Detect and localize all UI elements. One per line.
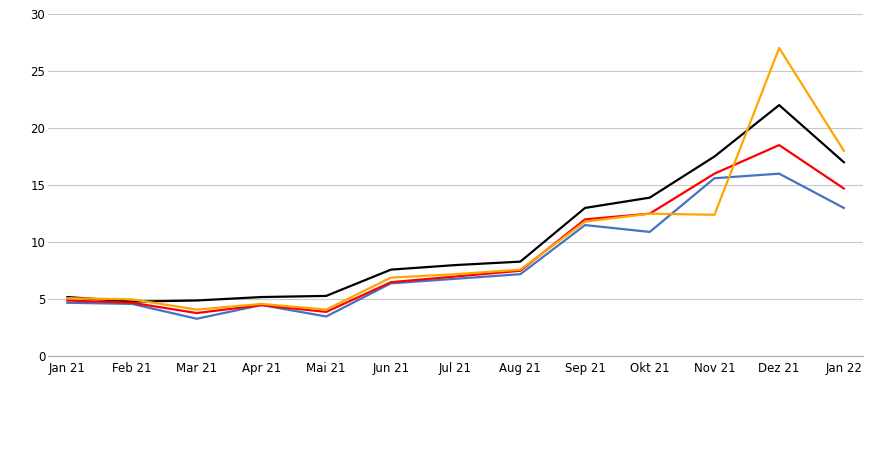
Marktwert Wind offshore <box>126 300 137 305</box>
Spotmarktpreis <box>709 154 719 159</box>
Marktwert Wind Onshore <box>126 301 137 307</box>
Line: Marktwert Solar: Marktwert Solar <box>67 48 844 310</box>
Marktwert Wind offshore <box>644 211 655 217</box>
Marktwert Solar <box>839 148 849 154</box>
Spotmarktpreis <box>839 159 849 165</box>
Marktwert Solar <box>580 219 590 224</box>
Marktwert Solar <box>450 271 460 277</box>
Marktwert Wind offshore <box>709 171 719 176</box>
Spotmarktpreis <box>126 299 137 304</box>
Marktwert Wind Onshore <box>385 281 396 286</box>
Spotmarktpreis <box>321 293 331 299</box>
Marktwert Wind offshore <box>321 309 331 314</box>
Line: Marktwert Wind offshore: Marktwert Wind offshore <box>67 145 844 313</box>
Marktwert Wind offshore <box>515 268 526 273</box>
Spotmarktpreis <box>774 102 785 108</box>
Marktwert Wind Onshore <box>450 276 460 282</box>
Spotmarktpreis <box>450 262 460 268</box>
Marktwert Solar <box>385 275 396 280</box>
Spotmarktpreis <box>385 267 396 272</box>
Spotmarktpreis <box>580 205 590 211</box>
Marktwert Wind offshore <box>256 303 267 308</box>
Marktwert Wind Onshore <box>62 300 72 305</box>
Marktwert Wind Onshore <box>256 303 267 308</box>
Marktwert Wind offshore <box>385 279 396 285</box>
Marktwert Solar <box>256 301 267 307</box>
Marktwert Solar <box>321 307 331 313</box>
Marktwert Wind Onshore <box>709 175 719 181</box>
Marktwert Solar <box>62 296 72 301</box>
Marktwert Wind Onshore <box>644 229 655 235</box>
Marktwert Wind Onshore <box>321 314 331 319</box>
Marktwert Wind Onshore <box>192 316 202 322</box>
Marktwert Solar <box>192 307 202 313</box>
Marktwert Solar <box>515 267 526 272</box>
Marktwert Wind Onshore <box>839 205 849 211</box>
Spotmarktpreis <box>644 195 655 201</box>
Marktwert Wind offshore <box>839 186 849 191</box>
Marktwert Solar <box>644 211 655 217</box>
Marktwert Wind offshore <box>774 143 785 148</box>
Marktwert Solar <box>709 212 719 218</box>
Spotmarktpreis <box>515 259 526 264</box>
Spotmarktpreis <box>256 294 267 300</box>
Marktwert Solar <box>126 297 137 302</box>
Marktwert Wind offshore <box>192 310 202 316</box>
Line: Spotmarktpreis: Spotmarktpreis <box>67 105 844 302</box>
Spotmarktpreis <box>62 294 72 300</box>
Marktwert Solar <box>774 45 785 51</box>
Marktwert Wind offshore <box>580 217 590 222</box>
Marktwert Wind offshore <box>450 274 460 279</box>
Marktwert Wind Onshore <box>580 223 590 228</box>
Marktwert Wind Onshore <box>774 171 785 176</box>
Marktwert Wind Onshore <box>515 271 526 277</box>
Line: Marktwert Wind Onshore: Marktwert Wind Onshore <box>67 174 844 319</box>
Marktwert Wind offshore <box>62 298 72 303</box>
Spotmarktpreis <box>192 298 202 303</box>
